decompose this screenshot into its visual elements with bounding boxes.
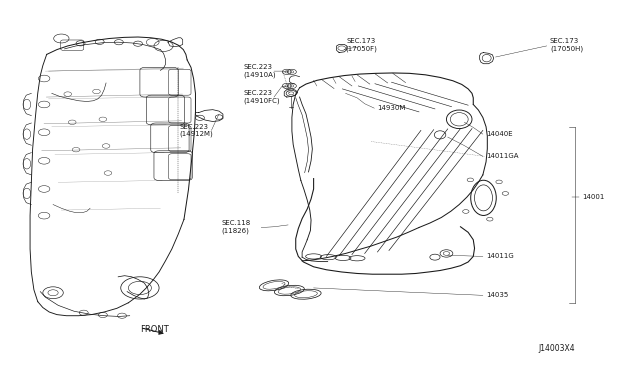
Text: 14035: 14035 <box>486 292 508 298</box>
Text: 14930M: 14930M <box>378 105 406 111</box>
Text: J14003X4: J14003X4 <box>538 344 575 353</box>
Text: 14001: 14001 <box>582 194 604 200</box>
Text: SEC.223
(14912M): SEC.223 (14912M) <box>179 124 213 137</box>
Text: SEC.223
(14910FC): SEC.223 (14910FC) <box>243 90 280 104</box>
Text: SEC.118
(11826): SEC.118 (11826) <box>221 220 250 234</box>
Text: SEC.173
(17050F): SEC.173 (17050F) <box>346 38 378 52</box>
Text: SEC.223
(14910A): SEC.223 (14910A) <box>243 64 276 78</box>
Text: SEC.173
(17050H): SEC.173 (17050H) <box>550 38 583 52</box>
Text: FRONT: FRONT <box>140 325 169 334</box>
Text: 14040E: 14040E <box>486 131 513 137</box>
Text: 14011GA: 14011GA <box>486 153 518 159</box>
Text: 14011G: 14011G <box>486 253 514 259</box>
